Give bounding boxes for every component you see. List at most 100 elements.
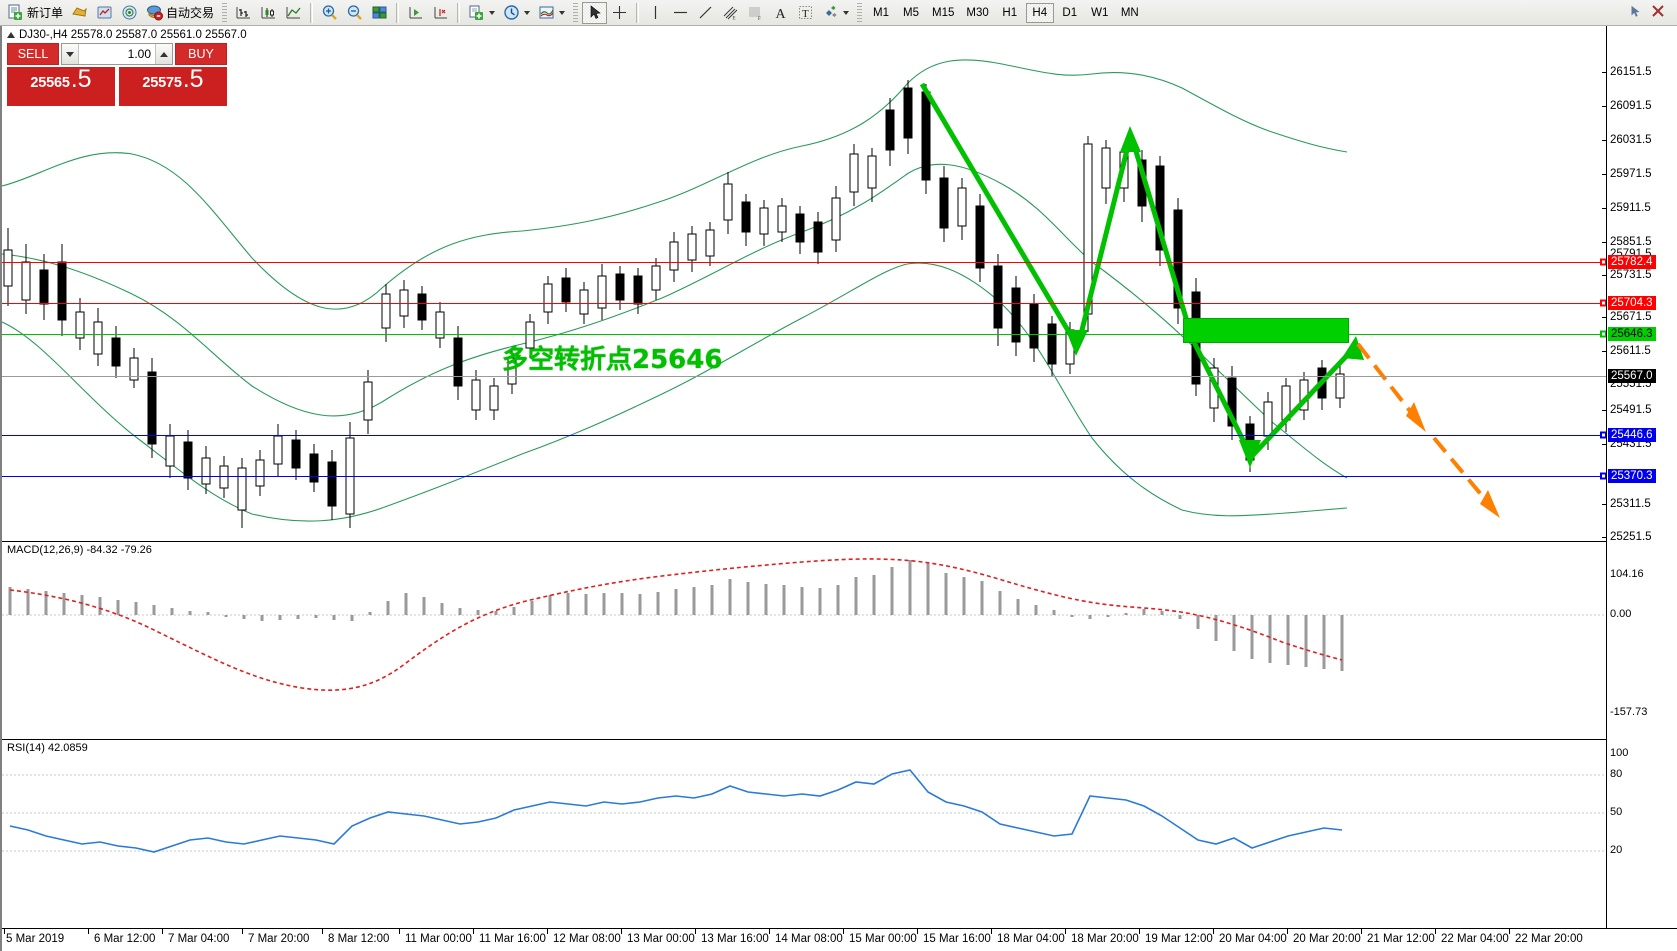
crosshair-button[interactable] — [607, 2, 632, 24]
templates-caret-icon[interactable] — [489, 10, 496, 15]
price-line-support-1[interactable] — [2, 435, 1606, 436]
horizontal-line-button[interactable] — [668, 2, 693, 24]
time-tick — [1139, 929, 1140, 934]
sell-button[interactable]: SELL — [7, 43, 59, 65]
svg-text:T: T — [802, 8, 809, 20]
chevron-down-icon — [66, 51, 74, 57]
price-tag-support-2[interactable]: 25370.3 — [1608, 469, 1656, 483]
volume-stepper[interactable]: 1.00 — [61, 43, 173, 65]
price-tag-resistance-1[interactable]: 25782.4 — [1608, 255, 1656, 269]
price-line-handle-2[interactable] — [1600, 299, 1606, 307]
timeframe-mn[interactable]: MN — [1120, 6, 1139, 19]
volume-value[interactable]: 1.00 — [127, 47, 151, 61]
analysis-arrow-heads — [1066, 126, 1364, 468]
buy-button[interactable]: BUY — [175, 43, 227, 65]
expert-advisor-button[interactable]: 自动交易 — [142, 2, 218, 24]
price-label: 26031.5 — [1610, 134, 1652, 146]
terminal-button[interactable] — [92, 2, 117, 24]
templates-button[interactable] — [464, 2, 499, 24]
volume-decrement-button[interactable] — [62, 44, 79, 64]
timeframe-d1[interactable]: D1 — [1062, 6, 1078, 19]
time-tick — [843, 929, 844, 934]
candlestick-chart-button[interactable] — [256, 2, 281, 24]
price-tag-resistance-2[interactable]: 25704.3 — [1608, 296, 1656, 310]
timeframe-w1[interactable]: W1 — [1091, 6, 1109, 19]
new-order-label: 新订单 — [27, 6, 64, 20]
chevron-up-icon — [160, 51, 168, 57]
sell-price-decimal: .5 — [70, 65, 92, 93]
close-icon[interactable] — [1651, 4, 1668, 21]
volume-increment-button[interactable] — [155, 44, 172, 64]
vertical-line-icon — [647, 4, 664, 21]
timeframe-m5[interactable]: M5 — [903, 6, 920, 19]
period-caret-icon[interactable] — [524, 10, 531, 15]
indicators-caret-icon[interactable] — [559, 10, 566, 15]
time-label: 11 Mar 00:00 — [405, 933, 472, 945]
cursor-button[interactable] — [582, 1, 608, 24]
price-line-support-2[interactable] — [2, 476, 1606, 477]
price-pane[interactable]: 多空转折点25646 — [2, 26, 1606, 539]
navigator-button[interactable] — [117, 2, 142, 24]
vertical-line-button[interactable] — [643, 2, 668, 24]
price-line-pivot[interactable] — [2, 334, 1606, 335]
trendline-icon — [697, 4, 714, 21]
time-tick — [991, 929, 992, 934]
chart-shift-button[interactable] — [428, 2, 453, 24]
period-button[interactable] — [499, 2, 534, 24]
timeframe-m30[interactable]: M30 — [966, 6, 989, 19]
toolbar-grip-3[interactable] — [857, 2, 863, 23]
time-label: 13 Mar 00:00 — [627, 933, 695, 945]
timeframe-h1[interactable]: H1 — [1002, 6, 1018, 19]
time-axis[interactable]: 5 Mar 2019 6 Mar 12:00 7 Mar 04:00 7 Mar… — [2, 928, 1677, 951]
price-line-handle-1[interactable] — [1600, 258, 1606, 266]
macd-pane[interactable]: MACD(12,26,9) -84.32 -79.26 — [2, 541, 1606, 726]
line-chart-button[interactable] — [281, 2, 306, 24]
one-click-trade-panel[interactable]: SELL 1.00 BUY 25565 .5 — [7, 43, 227, 106]
objects-caret-icon[interactable] — [843, 10, 850, 15]
price-tick — [1602, 208, 1607, 209]
macd-label: MACD(12,26,9) -84.32 -79.26 — [7, 544, 152, 556]
price-tick — [1602, 174, 1607, 175]
price-line-handle-3[interactable] — [1600, 330, 1606, 338]
toolbar-grip[interactable] — [222, 2, 228, 23]
timeframe-m15[interactable]: M15 — [932, 6, 955, 19]
price-line-handle-4[interactable] — [1600, 431, 1606, 439]
highlight-zone[interactable] — [1183, 318, 1349, 343]
equidistant-channel-button[interactable]: E — [718, 2, 743, 24]
cursor-icon — [586, 4, 603, 21]
price-tag-pivot[interactable]: 25646.3 — [1608, 327, 1656, 341]
rsi-pane[interactable]: RSI(14) 42.0859 — [2, 739, 1606, 929]
timeframe-m1[interactable]: M1 — [873, 6, 890, 19]
indicators-button[interactable] — [534, 2, 569, 24]
objects-button[interactable] — [818, 2, 853, 24]
time-tick — [1509, 929, 1510, 934]
buy-price-decimal: .5 — [182, 65, 204, 93]
price-line-handle-5[interactable] — [1600, 472, 1606, 480]
pointer-icon[interactable] — [1628, 4, 1645, 21]
fibonacci-button[interactable]: F — [743, 2, 768, 24]
text-label-button[interactable]: T — [793, 2, 818, 24]
bar-chart-button[interactable] — [231, 2, 256, 24]
chart-annotation[interactable]: 多空转折点25646 — [502, 345, 723, 375]
auto-scroll-button[interactable] — [403, 2, 428, 24]
toolbar-grip-2[interactable] — [573, 2, 579, 23]
price-label: 26091.5 — [1610, 100, 1652, 112]
timeframe-h4[interactable]: H4 — [1025, 2, 1054, 23]
buy-price-display[interactable]: 25575 .5 — [119, 67, 227, 106]
new-order-button[interactable]: 新订单 — [3, 2, 67, 24]
price-line-resistance-1[interactable] — [2, 262, 1606, 263]
price-label: 25311.5 — [1610, 498, 1651, 510]
chart-container[interactable]: 多空转折点25646 DJ30-,H4 25578.0 25587.0 2556… — [0, 26, 1677, 951]
price-line-resistance-2[interactable] — [2, 303, 1606, 304]
trendline-button[interactable] — [693, 2, 718, 24]
zoom-in-button[interactable] — [317, 2, 342, 24]
sell-price-display[interactable]: 25565 .5 — [7, 67, 115, 106]
tile-windows-button[interactable] — [367, 2, 392, 24]
text-button[interactable]: A — [768, 2, 793, 24]
price-tag-support-1[interactable]: 25446.6 — [1608, 428, 1656, 442]
charts-button[interactable] — [67, 2, 92, 24]
time-label: 8 Mar 12:00 — [328, 933, 390, 945]
symbol-ohlc-text: DJ30-,H4 25578.0 25587.0 25561.0 25567.0 — [19, 29, 247, 41]
zoom-out-button[interactable] — [342, 2, 367, 24]
collapse-icon[interactable] — [7, 32, 15, 38]
